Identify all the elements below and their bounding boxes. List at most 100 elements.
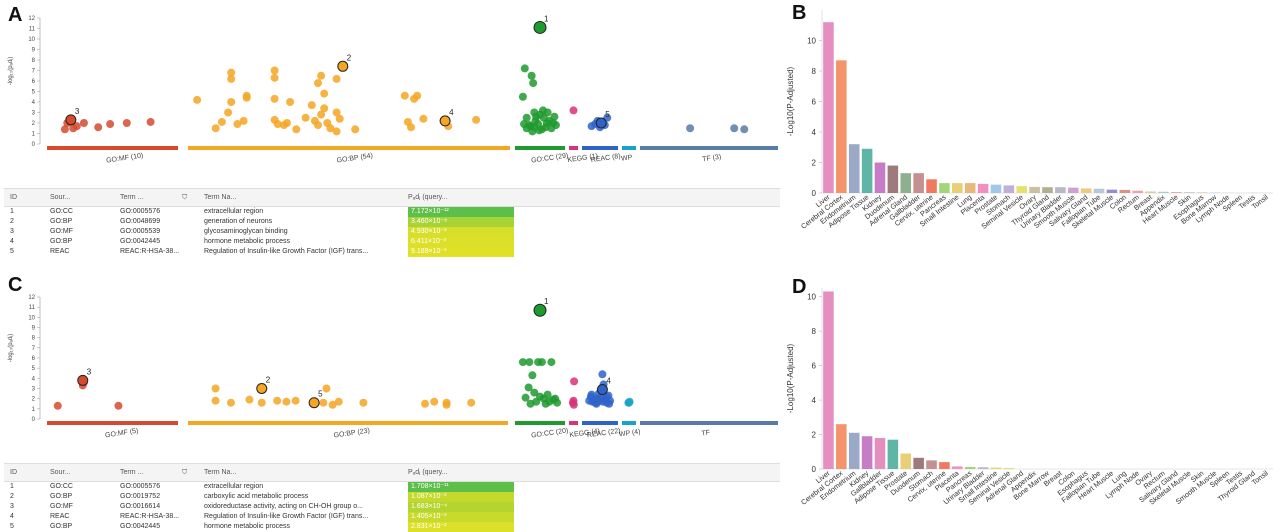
data-point	[224, 108, 233, 117]
data-point	[332, 74, 341, 83]
panel-label-d: D	[792, 276, 807, 298]
highlight-id-label: 5	[605, 110, 610, 119]
data-point	[542, 119, 551, 127]
table-row[interactable]: 3 GO:MF GO:0005539 glycosaminoglycan bindin…	[4, 227, 780, 237]
source-bar	[515, 421, 565, 425]
table-row[interactable]: 1 GO:CC GO:0005576 extracellular region 1.70…	[4, 482, 780, 492]
data-point	[226, 398, 235, 407]
data-point	[242, 93, 251, 102]
y-tick-label: 10	[28, 37, 35, 43]
y-axis-label: -Log10(P-Adjusted)	[786, 66, 795, 136]
source-label: TF (3)	[702, 154, 722, 164]
bar	[874, 437, 886, 469]
y-tick-label: 4	[32, 100, 36, 106]
data-point	[522, 113, 531, 122]
bar	[861, 148, 873, 193]
column-header-padj[interactable]: Pₐdⱼ (query...	[408, 469, 448, 476]
data-point	[730, 124, 739, 133]
table-row[interactable]: 2 GO:BP GO:0048699 generation of neurons 3.4…	[4, 217, 780, 227]
data-point	[283, 119, 291, 127]
data-point	[310, 116, 319, 125]
bar	[990, 467, 1002, 469]
table-row[interactable]: 5 REAC REAC:R-HSA-38... Regulation of Insul…	[4, 247, 780, 257]
column-header-id[interactable]: ID	[10, 469, 17, 476]
data-point	[529, 79, 538, 88]
table-row[interactable]: 1 GO:CC GO:0005576 extracellular region 7.17…	[4, 207, 780, 217]
panel-label-c: C	[8, 274, 23, 296]
cell-padj: 6.411×10⁻³	[408, 237, 514, 247]
y-tick-label: 4	[812, 128, 817, 137]
column-header-term-id[interactable]: Term ...	[120, 469, 144, 476]
y-tick-label: 5	[32, 366, 36, 372]
source-bar	[640, 146, 778, 150]
cell-padj: 1.708×10⁻¹¹	[408, 482, 514, 492]
cell-id: 2	[10, 493, 14, 500]
y-tick-label: 7	[32, 69, 36, 75]
cell-id: 3	[10, 503, 14, 510]
data-point	[525, 358, 534, 367]
highlighted-point	[439, 115, 451, 127]
cell-padj: 3.460×10⁻⁸	[408, 217, 514, 227]
cell-term-id: GO:0005539	[120, 228, 161, 235]
cell-term-id: REAC:R-HSA-38...	[120, 248, 180, 255]
cell-padj: 2.831×10⁻²	[408, 522, 514, 532]
filter-icon[interactable]: ⛉	[182, 469, 188, 476]
bar	[874, 162, 886, 193]
data-point	[320, 89, 329, 98]
data-point	[570, 377, 579, 386]
y-tick-label: 8	[812, 327, 817, 336]
data-point	[292, 125, 301, 134]
bar	[977, 183, 989, 193]
column-header-padj[interactable]: Pₐdⱼ (query...	[408, 194, 448, 201]
cell-id: 1	[10, 483, 14, 490]
data-point	[545, 397, 554, 406]
data-point	[430, 397, 439, 406]
y-tick-label: 10	[807, 37, 816, 46]
highlight-id-label: 3	[75, 107, 80, 116]
table-row[interactable]: 4 REAC REAC:R-HSA-38... Regulation of Insul…	[4, 512, 780, 522]
data-point	[211, 384, 220, 393]
source-bar	[188, 146, 510, 150]
cell-term-name: Regulation of Insulin-like Growth Factor…	[204, 513, 369, 520]
cell-term-id: GO:0042445	[120, 523, 161, 530]
y-tick-label: 9	[32, 48, 36, 54]
cell-term-id: GO:0016614	[120, 503, 161, 510]
cell-source: GO:MF	[50, 503, 73, 510]
column-header-source[interactable]: Sour...	[50, 469, 71, 476]
cell-source: REAC	[50, 513, 70, 520]
table-row[interactable]: 3 GO:MF GO:0016614 oxidoreductase activity,…	[4, 502, 780, 512]
cell-id: 5	[10, 248, 14, 255]
table-row[interactable]: 5 GO:BP GO:0042445 hormone metabolic proces…	[4, 522, 780, 532]
panel-label-b: B	[792, 2, 807, 24]
cell-term-name: glycosaminoglycan binding	[204, 228, 288, 235]
data-point	[472, 115, 481, 124]
cell-term-id: GO:0042445	[120, 238, 161, 245]
bar	[1145, 191, 1156, 193]
data-point	[328, 400, 337, 409]
cell-source: GO:MF	[50, 228, 73, 235]
data-point	[320, 104, 329, 113]
column-header-term-name[interactable]: Term Na...	[204, 194, 237, 201]
data-point	[217, 117, 226, 126]
data-point	[413, 91, 422, 100]
data-point	[537, 358, 546, 367]
column-header-source[interactable]: Sour...	[50, 194, 71, 201]
table-row[interactable]: 2 GO:BP GO:0019752 carboxylic acid metaboli…	[4, 492, 780, 502]
bar	[823, 22, 834, 194]
bar	[900, 173, 912, 193]
table-row[interactable]: 4 GO:BP GO:0042445 hormone metabolic proces…	[4, 237, 780, 247]
data-point	[227, 68, 236, 77]
bar	[1119, 189, 1131, 193]
data-point	[114, 401, 123, 410]
y-tick-label: 6	[32, 356, 36, 362]
column-header-id[interactable]: ID	[10, 194, 17, 201]
column-header-term-name[interactable]: Term Na...	[204, 469, 237, 476]
data-point	[550, 112, 559, 121]
data-point	[569, 106, 578, 115]
column-header-term-id[interactable]: Term ...	[120, 194, 144, 201]
filter-icon[interactable]: ⛉	[182, 194, 188, 201]
source-label: GO:BP (54)	[336, 153, 373, 165]
cell-term-name: Regulation of Insulin-like Growth Factor…	[204, 248, 369, 255]
highlighted-point	[308, 397, 320, 409]
